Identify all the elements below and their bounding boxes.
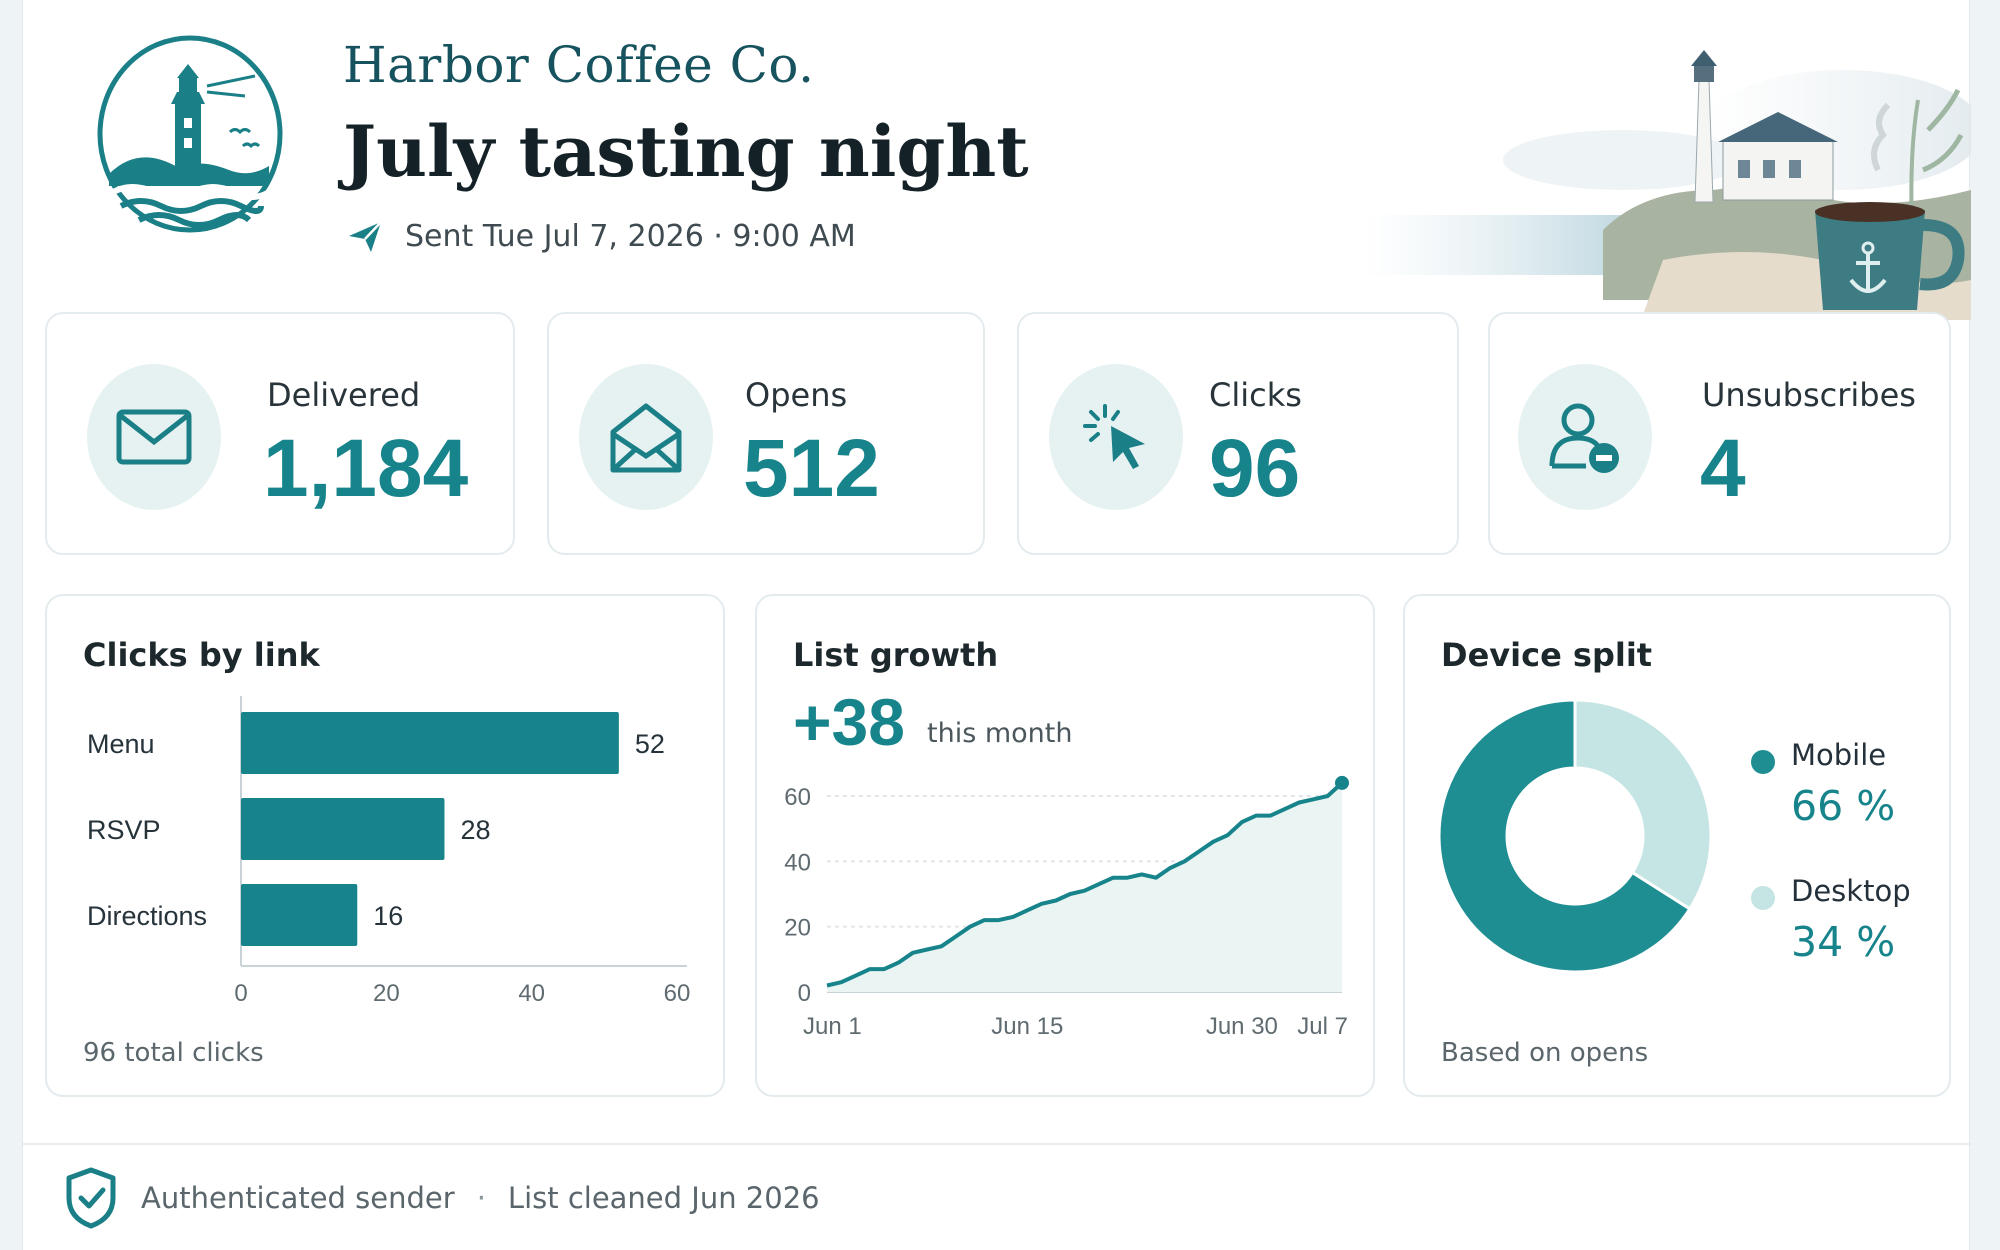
cursor-click-icon: [1083, 404, 1145, 469]
donut-slice-mobile: [1437, 698, 1692, 974]
lighthouse-coast-coffee-mug-illustration: [1363, 50, 1971, 320]
x-tick-label: Jun 1: [803, 1013, 862, 1040]
panel-title: Device split: [1441, 636, 1653, 674]
bar: [241, 798, 445, 860]
footer-divider: [23, 1143, 1971, 1145]
y-tick-label: 0: [798, 980, 811, 1007]
brand-name: Harbor Coffee Co.: [343, 36, 815, 94]
kpi-icon-circle: [1518, 364, 1652, 510]
legend-swatch: [1751, 886, 1775, 910]
open-envelope-icon: [610, 403, 682, 473]
y-tick-label: 60: [784, 784, 811, 811]
campaign-title: July tasting night: [343, 110, 1029, 193]
footer: Authenticated sender · List cleaned Jun …: [63, 1166, 820, 1230]
sent-info: Sent Tue Jul 7, 2026 · 9:00 AM: [345, 216, 856, 256]
kpi-icon-circle: [87, 364, 221, 510]
kpi-label: Unsubscribes: [1702, 376, 1916, 414]
panel-title: List growth: [793, 636, 999, 674]
bar-category-label: RSVP: [87, 815, 161, 845]
bar: [241, 884, 358, 946]
bar-category-label: Directions: [87, 901, 207, 931]
campaign-report: Harbor Coffee Co. July tasting night Sen…: [22, 0, 1971, 1250]
device-split-panel: Device split Mobile 66 % Desktop 34 % Ba…: [1403, 594, 1951, 1097]
legend-label: Desktop: [1791, 874, 1911, 908]
legend-value: 34 %: [1791, 918, 1896, 966]
kpi-card-clicks[interactable]: Clicks 96: [1017, 312, 1459, 555]
bar-category-label: Menu: [87, 729, 155, 759]
authenticated-sender-label: Authenticated sender: [141, 1181, 455, 1215]
legend-value: 66 %: [1791, 782, 1896, 830]
kpi-label: Opens: [745, 376, 848, 414]
sent-timestamp: Sent Tue Jul 7, 2026 · 9:00 AM: [405, 218, 856, 254]
bar: [241, 712, 619, 774]
envelope-icon: [116, 409, 192, 465]
bar-value-label: 16: [373, 901, 403, 931]
x-tick-label: Jul 7: [1297, 1013, 1348, 1040]
kpi-value: 96: [1209, 423, 1301, 514]
kpi-card-opens[interactable]: Opens 512: [547, 312, 985, 555]
x-tick-label: 20: [373, 980, 400, 1007]
kpi-card-delivered[interactable]: Delivered 1,184: [45, 312, 515, 555]
clicks-bar-chart: Menu 52 RSVP 28 Directions 16 0 20 40 60: [87, 696, 691, 1007]
legend-swatch: [1751, 750, 1775, 774]
paper-plane-icon: [349, 221, 382, 252]
last-point-marker: [1335, 775, 1349, 790]
lighthouse-logo: [97, 35, 283, 233]
panel-title: Clicks by link: [83, 636, 320, 674]
total-clicks-note: 96 total clicks: [83, 1038, 264, 1068]
x-tick-label: 40: [518, 980, 545, 1007]
area-fill: [827, 782, 1342, 992]
user-minus-icon: [1549, 403, 1619, 473]
growth-value: +38: [793, 685, 905, 759]
y-tick-label: 40: [784, 849, 811, 876]
x-tick-label: Jun 15: [991, 1013, 1063, 1040]
list-cleaned-label: List cleaned Jun 2026: [507, 1181, 820, 1215]
clicks-by-link-panel: Clicks by link Menu 52 RSVP 28 Directions 16 0…: [45, 594, 725, 1097]
growth-period: this month: [927, 718, 1073, 749]
x-tick-label: Jun 30: [1206, 1013, 1278, 1040]
bar-value-label: 52: [635, 729, 665, 759]
footer-separator: ·: [476, 1181, 486, 1215]
legend-label: Mobile: [1791, 738, 1887, 772]
donut-slice-desktop: [1573, 698, 1713, 911]
series-line: [826, 781, 1344, 988]
y-tick-label: 20: [784, 915, 811, 942]
kpi-label: Clicks: [1209, 376, 1302, 414]
kpi-card-unsubscribes[interactable]: Unsubscribes 4: [1488, 312, 1951, 555]
device-basis-note: Based on opens: [1441, 1038, 1649, 1068]
kpi-icon-circle: [1049, 364, 1183, 510]
list-growth-panel: List growth +38 this month 0 20 40 60 Jun 1 J…: [755, 594, 1375, 1097]
list-growth-area-chart: 0 20 40 60 Jun 1 Jun 15 Jun 30 Jul 7: [784, 775, 1349, 1040]
kpi-value: 1,184: [263, 423, 469, 514]
device-donut-chart: [1437, 698, 1713, 974]
kpi-icon-circle: [579, 364, 713, 510]
x-tick-label: 0: [234, 980, 247, 1007]
kpi-label: Delivered: [267, 376, 421, 414]
bar-value-label: 28: [460, 815, 490, 845]
shield-check-icon: [66, 1167, 116, 1229]
kpi-value: 512: [743, 423, 880, 514]
kpi-value: 4: [1700, 423, 1746, 514]
x-tick-label: 60: [664, 980, 691, 1007]
